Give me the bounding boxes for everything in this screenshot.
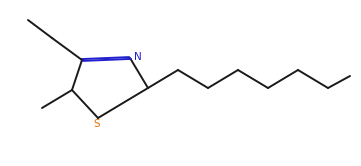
Text: S: S	[93, 119, 100, 129]
Text: N: N	[134, 52, 142, 62]
